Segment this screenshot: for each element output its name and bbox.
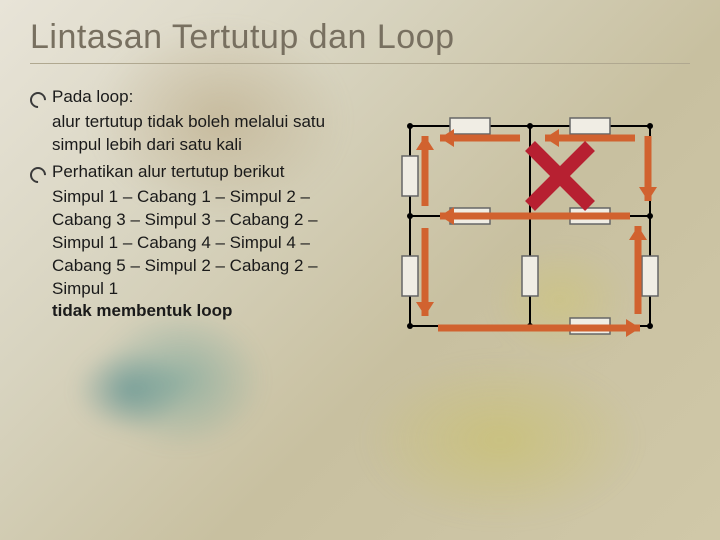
conclusion-text: tidak membentuk loop <box>30 300 350 323</box>
bullet-2: Perhatikan alur tertutup berikut <box>30 161 350 184</box>
content-row: Pada loop: alur tertutup tidak boleh mel… <box>30 86 690 323</box>
path-text: Simpul 1 – Cabang 1 – Simpul 2 – Cabang … <box>30 186 350 301</box>
circuit-svg <box>370 96 690 356</box>
slide-container: Lintasan Tertutup dan Loop Pada loop: al… <box>0 0 720 540</box>
text-column: Pada loop: alur tertutup tidak boleh mel… <box>30 86 350 323</box>
bullet-1-body: alur tertutup tidak boleh melalui satu s… <box>30 111 350 157</box>
circuit-diagram <box>370 86 690 323</box>
bullet-1: Pada loop: <box>30 86 350 109</box>
bullet-1-lead: Pada loop: <box>52 87 133 106</box>
bullet-2-lead: Perhatikan alur tertutup berikut <box>52 162 284 181</box>
slide-title: Lintasan Tertutup dan Loop <box>30 18 690 64</box>
